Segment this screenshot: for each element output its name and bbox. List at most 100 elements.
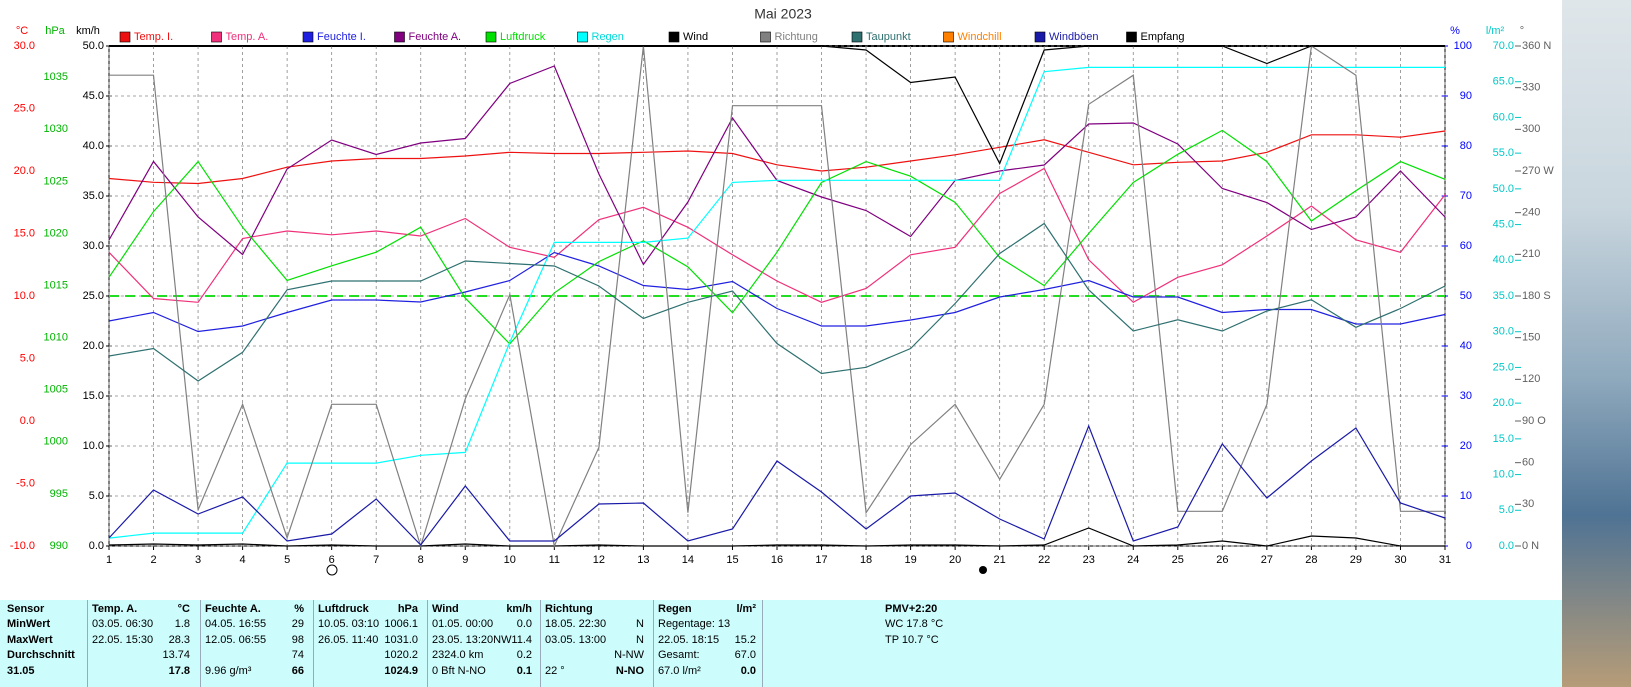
y-tick-label: 1000 [44, 436, 68, 448]
table-cell: 28.3 [168, 634, 190, 646]
table-cell: 15.2 [734, 634, 756, 646]
side-line: WC 17.8 °C [885, 618, 944, 630]
y-tick-label: 5.0 [20, 352, 35, 364]
y-tick-label: 20.0 [83, 340, 104, 352]
axis-unit: hPa [45, 25, 65, 37]
y-tick-label: 55.0 [1493, 147, 1514, 159]
table-cell: N-NW [614, 649, 644, 661]
table-cell: 0.1 [516, 665, 532, 677]
row-label: MinWert [7, 618, 51, 630]
y-tick-label: 50.0 [83, 40, 104, 52]
y-tick-label: 330 [1522, 82, 1540, 94]
legend-swatch [119, 31, 131, 43]
x-tick-label: 8 [418, 554, 424, 566]
y-tick-label: 45.0 [83, 90, 104, 102]
legend-label: Taupunkt [866, 31, 911, 43]
y-tick-label: 35.0 [1493, 290, 1514, 302]
table-cell: 1.8 [174, 618, 190, 630]
x-tick-label: 25 [1172, 554, 1184, 566]
y-tick-label: 1030 [44, 123, 68, 135]
stats-table: Sensor Temp. A. °C Feuchte A.% Luftdruck hPa W… [0, 600, 1562, 687]
x-tick-label: 3 [195, 554, 201, 566]
y-tick-label: 240 [1522, 207, 1540, 219]
y-tick-label: 15.0 [1493, 433, 1514, 445]
legend-label: Wind [683, 31, 708, 43]
x-tick-label: 28 [1305, 554, 1317, 566]
y-tick-label: 35.0 [83, 190, 104, 202]
y-tick-label: 180 S [1522, 290, 1551, 302]
legend-label: Windböen [1049, 31, 1099, 43]
y-tick-label: 270 W [1522, 165, 1554, 177]
x-tick-label: 30 [1394, 554, 1406, 566]
series-line [108, 527, 1445, 547]
x-tick-label: 29 [1350, 554, 1362, 566]
chart-title: Mai 2023 [754, 6, 812, 22]
table-cell: 0.0 [516, 618, 532, 630]
legend-swatch [302, 31, 314, 43]
y-tick-label: 360 N [1522, 40, 1551, 52]
y-tick-label: 20.0 [14, 165, 35, 177]
table-cell: 22.05. 18:15 [658, 634, 720, 646]
x-tick-label: 13 [637, 554, 649, 566]
y-tick-label: 0.0 [89, 540, 104, 552]
y-tick-label: 20 [1460, 440, 1472, 452]
table-cell: 03.05. 13:00 [545, 634, 607, 646]
table-unit: hPa [397, 603, 418, 615]
y-tick-label: 30.0 [14, 40, 35, 52]
y-tick-label: 30 [1522, 498, 1534, 510]
separator [200, 600, 201, 687]
moon-full [326, 564, 338, 576]
x-tick-label: 21 [994, 554, 1006, 566]
table-cell: 04.05. 16:55 [205, 618, 267, 630]
table-header: Richtung [545, 603, 593, 615]
legend-label: Feuchte I. [317, 31, 366, 43]
x-tick-label: 27 [1261, 554, 1273, 566]
table-unit: km/h [506, 603, 532, 615]
table-cell: 29 [291, 618, 304, 630]
y-tick-label: 70 [1460, 190, 1472, 202]
y-tick-label: 100 [1454, 40, 1472, 52]
series-line [108, 66, 1445, 539]
axis-unit: ° [1520, 25, 1524, 37]
desktop-strip [1562, 0, 1631, 687]
y-tick-label: 10.0 [14, 290, 35, 302]
table-cell: 1020.2 [384, 649, 418, 661]
table-cell: 0.0 [740, 665, 756, 677]
y-tick-label: 10 [1460, 490, 1472, 502]
x-tick-label: 6 [329, 554, 335, 566]
legend-label: Windchill [958, 31, 1002, 43]
x-tick-label: 7 [373, 554, 379, 566]
legend-swatch [1034, 31, 1046, 43]
y-tick-label: 15.0 [14, 227, 35, 239]
table-unit: % [294, 603, 304, 615]
separator [87, 600, 88, 687]
y-tick-label: 0 [1466, 540, 1472, 552]
legend-label: Temp. A. [226, 31, 269, 43]
y-tick-label: 70.0 [1493, 40, 1514, 52]
table-cell: 22.05. 15:30 [92, 634, 154, 646]
series-line [109, 45, 1445, 165]
legend-swatch [668, 31, 680, 43]
y-tick-label: 0 N [1522, 540, 1539, 552]
y-tick-label: 60 [1522, 457, 1534, 469]
table-cell: 2324.0 km [432, 649, 484, 661]
x-tick-label: 16 [771, 554, 783, 566]
y-tick-label: 0.0 [20, 415, 35, 427]
series-line [108, 167, 1446, 304]
series-line [108, 129, 1446, 345]
x-tick-label: 26 [1216, 554, 1228, 566]
table-header: Regen [658, 603, 692, 615]
x-tick-label: 1 [106, 554, 112, 566]
y-tick-label: 5.0 [1499, 504, 1514, 516]
table-header: Luftdruck [318, 603, 369, 615]
table-cell: 12.05. 06:55 [205, 634, 267, 646]
legend-swatch [211, 31, 222, 43]
legend-swatch [851, 31, 863, 43]
separator [540, 600, 541, 687]
x-tick-label: 11 [549, 554, 560, 566]
moon-new [979, 566, 987, 574]
table-header: Wind [432, 603, 459, 615]
y-tick-label: 300 [1522, 123, 1540, 135]
table-cell: 18.05. 22:30 [545, 618, 607, 630]
